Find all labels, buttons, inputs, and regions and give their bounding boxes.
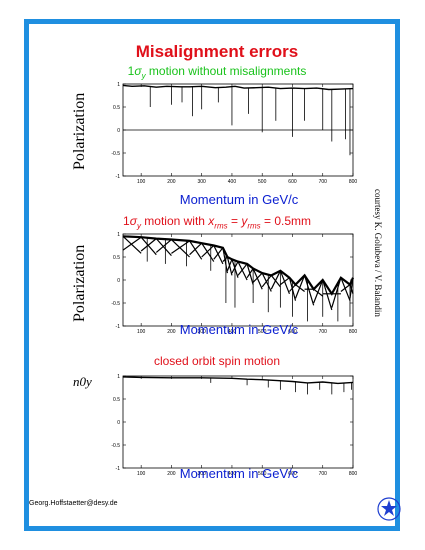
x-tick-label: 700: [319, 471, 328, 477]
series-noise: [304, 275, 315, 306]
series-noise: [246, 268, 254, 279]
series-noise: [189, 242, 203, 256]
plot1-chart: 1 0.5 0 -0.5 -1 100 200 300 400 500 600 700 800: [111, 82, 358, 185]
series-noise: [222, 256, 228, 263]
x-tick-label: 800: [349, 471, 358, 477]
y-tick-label: -1: [116, 174, 121, 180]
series-noise: [261, 275, 272, 288]
plot2-title: 1σy motion with xrms = yrms = 0.5mm: [123, 214, 311, 231]
y-tick-label: 1: [117, 82, 120, 88]
series-noise: [349, 277, 354, 299]
x-tick-label: 100: [137, 329, 146, 335]
y-tick-label: -1: [116, 466, 121, 472]
y-tick-label: 0: [117, 278, 120, 284]
x-tick-label: 300: [198, 179, 207, 185]
plot2-chart: 1 0.5 0 -0.5 -1 100 200 300 400 500 600 700 800: [111, 232, 358, 335]
y-tick-label: 1: [117, 374, 120, 380]
x-tick-label: 300: [198, 471, 207, 477]
plot2-xlabel: Momentum in GeV/c: [179, 322, 299, 337]
series-noise: [340, 277, 351, 301]
x-tick-label: 800: [349, 329, 358, 335]
credit-text: courtesy K. Golubeva / V. Balandin: [373, 189, 383, 317]
series-noise: [226, 259, 233, 272]
series-noise: [322, 279, 333, 311]
x-tick-label: 200: [167, 329, 176, 335]
series-noise: [122, 236, 142, 251]
y-tick-label: 0: [117, 128, 120, 134]
series-noise: [246, 263, 254, 285]
y-tick-label: -0.5: [111, 301, 120, 307]
y-tick-label: 0.5: [113, 105, 120, 111]
series-noise: [331, 277, 342, 308]
x-tick-label: 500: [258, 179, 267, 185]
plot1-title: 1σy motion without misalignments: [127, 64, 307, 81]
series-noise: [140, 238, 157, 252]
series-line: [122, 376, 354, 385]
series-noise: [201, 242, 215, 262]
x-tick-label: 100: [137, 471, 146, 477]
plot3-chart: 1 0.5 0 -0.5 -1 100 200 300 400 500 600 700 800: [111, 374, 358, 477]
x-tick-label: 500: [258, 471, 267, 477]
series-noise: [155, 238, 172, 257]
plot3-title: closed orbit spin motion: [153, 354, 281, 368]
x-tick-label: 200: [167, 471, 176, 477]
series-noise: [189, 240, 203, 260]
x-tick-label: 500: [258, 329, 267, 335]
x-tick-label: 400: [228, 471, 237, 477]
series-line: [122, 235, 355, 296]
x-tick-label: 300: [198, 329, 207, 335]
series-noise: [261, 272, 272, 292]
x-tick-label: 100: [137, 179, 146, 185]
x-tick-label: 200: [167, 179, 176, 185]
plot-frame: [122, 375, 354, 469]
series-noise: [237, 261, 248, 281]
series-noise: [280, 277, 290, 286]
series-noise: [140, 236, 157, 256]
series-noise: [340, 284, 351, 292]
series-line: [122, 84, 354, 91]
x-tick-label: 600: [288, 471, 297, 477]
y-tick-label: 0: [117, 420, 120, 426]
series-noise: [155, 239, 172, 253]
series-noise: [222, 247, 228, 274]
slide-title: Misalignment errors: [135, 42, 299, 61]
plot1-xlabel: Momentum in GeV/c: [179, 192, 299, 207]
y-tick-label: -0.5: [111, 151, 120, 157]
plot2-ylabel: Polarization: [71, 244, 88, 322]
series-noise: [237, 263, 248, 276]
x-tick-label: 800: [349, 179, 358, 185]
series-noise: [294, 275, 306, 299]
series-noise: [313, 279, 324, 304]
y-tick-label: 1: [117, 232, 120, 238]
plot3-xlabel: Momentum in GeV/c: [179, 466, 299, 481]
x-tick-label: 400: [228, 329, 237, 335]
series-noise: [252, 272, 263, 283]
x-tick-label: 600: [288, 329, 297, 335]
y-tick-label: 0.5: [113, 255, 120, 261]
x-tick-label: 700: [319, 179, 328, 185]
series-noise: [270, 270, 281, 290]
series-noise: [122, 235, 142, 254]
series-noise: [252, 268, 263, 290]
desy-logo-icon: [377, 497, 401, 521]
plot-frame: [122, 233, 354, 327]
y-tick-label: -1: [116, 324, 121, 330]
x-tick-label: 700: [319, 329, 328, 335]
series-noise: [279, 270, 291, 295]
slide-frame: Misalignment errors 1σy motion without m…: [24, 19, 401, 531]
series-noise: [213, 245, 224, 265]
series-noise: [213, 247, 224, 260]
series-noise: [201, 245, 215, 258]
plot1-ylabel: Polarization: [71, 92, 88, 170]
x-tick-label: 400: [228, 179, 237, 185]
y-tick-label: 0.5: [113, 397, 120, 403]
y-tick-label: -0.5: [111, 443, 120, 449]
x-tick-label: 600: [288, 179, 297, 185]
author-email: Georg.Hoffstaetter@desy.de: [29, 500, 118, 507]
plot3-ylabel: n0y: [73, 374, 92, 389]
